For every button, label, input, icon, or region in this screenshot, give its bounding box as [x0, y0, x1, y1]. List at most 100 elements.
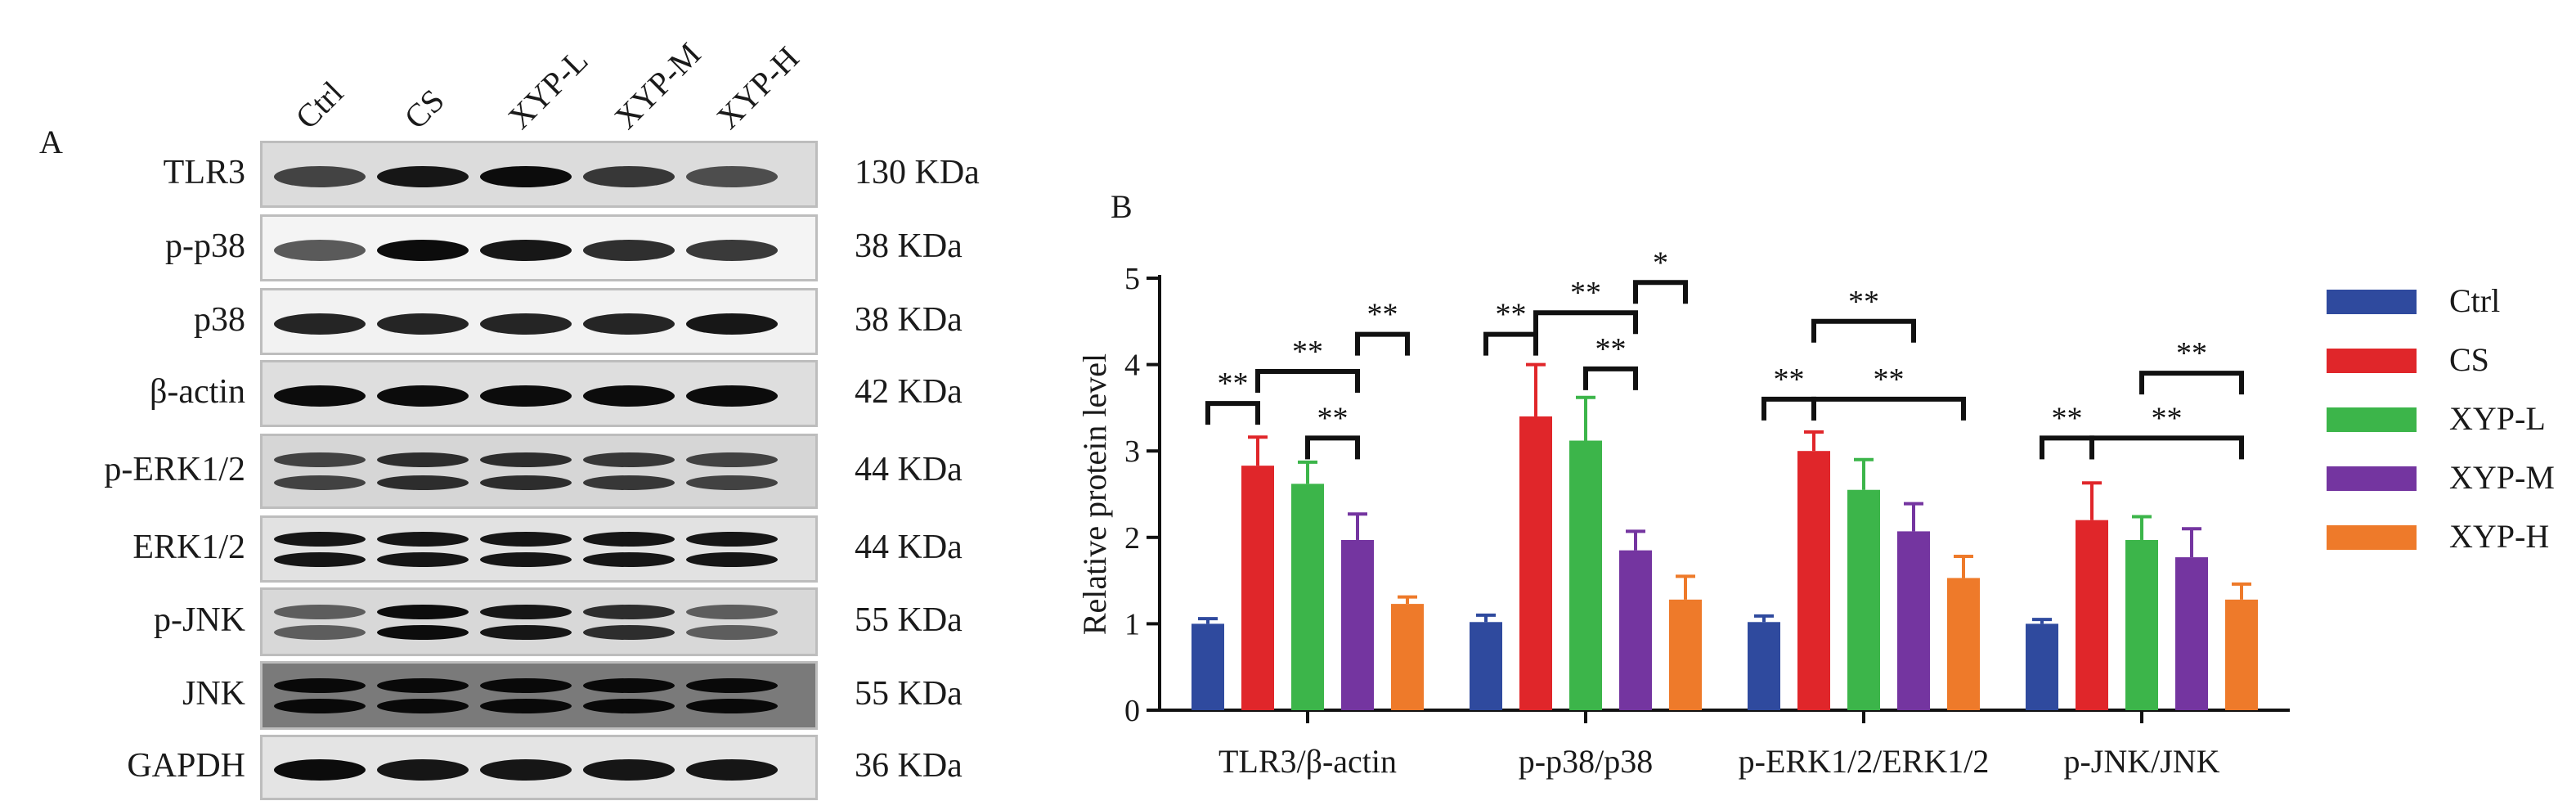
protein-band — [377, 759, 469, 781]
protein-band — [583, 313, 675, 335]
protein-band — [583, 166, 675, 187]
blot-row: ERK1/2 44 KDa — [0, 515, 1063, 583]
blot-image — [260, 735, 818, 800]
panel-a-letter: A — [39, 124, 63, 160]
protein-band — [377, 166, 469, 187]
significance-bracket — [1633, 280, 1688, 304]
protein-band — [480, 551, 572, 567]
significance-bracket — [1205, 401, 1260, 425]
lane-label: XYP-H — [709, 39, 806, 137]
protein-band — [583, 677, 675, 693]
blot-image — [260, 141, 818, 208]
x-tick-label: TLR3/β-actin — [1218, 743, 1397, 780]
significance-label: ** — [1570, 276, 1601, 310]
bar — [1569, 440, 1602, 710]
significance-label: ** — [1774, 362, 1805, 397]
blot-image — [260, 360, 818, 427]
blot-row: p38 38 KDa — [0, 288, 1063, 355]
molecular-weight-label: 38 KDa — [855, 301, 963, 339]
blot-image — [260, 661, 818, 730]
bar — [2225, 599, 2258, 710]
blot-row: GAPDH 36 KDa — [0, 735, 1063, 800]
bar — [2076, 520, 2108, 710]
protein-band — [583, 604, 675, 619]
bar — [1291, 484, 1324, 710]
significance-label: ** — [1595, 332, 1627, 367]
legend-swatch — [2327, 466, 2417, 491]
significance-bracket — [1483, 331, 1538, 356]
protein-band — [377, 625, 469, 641]
protein-band — [686, 699, 778, 714]
protein-band — [377, 699, 469, 714]
lane-label: Ctrl — [288, 74, 351, 137]
protein-band — [583, 759, 675, 781]
protein-band — [480, 604, 572, 619]
bar — [1669, 599, 1702, 710]
molecular-weight-label: 55 KDa — [855, 601, 963, 639]
protein-band — [686, 240, 778, 261]
legend-label: XYP-L — [2449, 400, 2546, 437]
molecular-weight-label: 42 KDa — [855, 373, 963, 411]
bar — [1341, 539, 1374, 710]
bar — [2175, 557, 2208, 710]
blot-image — [260, 434, 818, 509]
bar — [1797, 451, 1830, 710]
protein-band — [583, 240, 675, 261]
legend-swatch — [2327, 525, 2417, 550]
y-tick-label: 0 — [1124, 694, 1140, 728]
bar — [1192, 623, 1224, 710]
protein-label: JNK — [182, 675, 245, 713]
protein-band — [480, 532, 572, 547]
bar — [1748, 622, 1780, 710]
protein-band — [686, 313, 778, 335]
protein-band — [274, 699, 366, 714]
protein-band — [480, 699, 572, 714]
significance-label: ** — [1367, 298, 1398, 332]
legend-label: Ctrl — [2449, 282, 2501, 319]
protein-band — [274, 452, 366, 468]
protein-band — [274, 166, 366, 187]
protein-band — [583, 532, 675, 547]
protein-label: p-ERK1/2 — [104, 451, 245, 488]
protein-band — [377, 452, 469, 468]
protein-band — [480, 677, 572, 693]
protein-band — [686, 475, 778, 491]
protein-band — [686, 551, 778, 567]
bar — [1391, 604, 1424, 710]
protein-band — [686, 385, 778, 407]
protein-label: p-p38 — [165, 227, 245, 265]
x-tick-label: p-JNK/JNK — [2063, 743, 2219, 780]
significance-label: ** — [2052, 401, 2083, 435]
western-blot-panel: A Ctrl CS XYP-L XYP-M XYP-H TLR3 130 KDa p-p38… — [0, 0, 1063, 801]
bar-chart-panel: B 0 1 2 3 4 5 Relative protein level TLR3/β-acti… — [1063, 0, 2576, 801]
significance-bracket — [1255, 369, 1360, 394]
significance-label: ** — [1292, 335, 1323, 369]
protein-label: p38 — [194, 301, 245, 339]
protein-band — [480, 313, 572, 335]
y-tick-label: 5 — [1124, 262, 1140, 296]
significance-label: ** — [1848, 285, 1879, 319]
significance-bracket — [1811, 396, 1966, 421]
significance-label: ** — [1496, 298, 1527, 332]
legend-label: XYP-H — [2449, 518, 2550, 555]
molecular-weight-label: 38 KDa — [855, 227, 963, 265]
protein-band — [274, 385, 366, 407]
protein-band — [377, 385, 469, 407]
protein-band — [274, 625, 366, 641]
bar — [1619, 550, 1652, 710]
bar — [1897, 531, 1930, 710]
x-tick-label: p-ERK1/2/ERK1/2 — [1739, 743, 1990, 780]
significance-label: ** — [1218, 367, 1249, 401]
y-tick-label: 1 — [1124, 607, 1140, 641]
x-tick-label: p-p38/p38 — [1519, 743, 1653, 780]
lane-label: XYP-M — [607, 35, 708, 137]
protein-band — [274, 677, 366, 693]
significance-bracket — [1761, 396, 1816, 421]
significance-bracket — [1811, 318, 1916, 343]
significance-bracket — [2139, 371, 2244, 395]
protein-band — [377, 551, 469, 567]
protein-band — [274, 759, 366, 781]
protein-band — [480, 625, 572, 641]
protein-band — [274, 240, 366, 261]
bar — [1519, 416, 1552, 710]
